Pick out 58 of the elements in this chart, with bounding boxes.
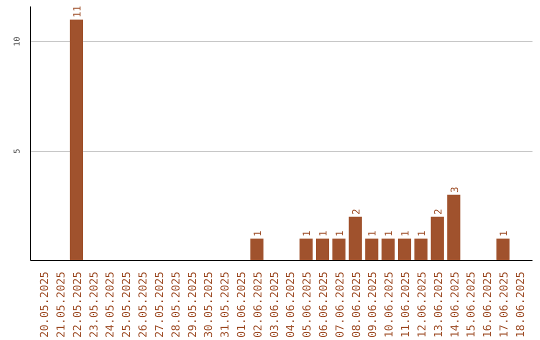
x-tick-label: 14.06.2025 [448,271,462,338]
x-tick-label: 29.05.2025 [186,271,199,338]
x-tick-label: 02.06.2025 [251,271,264,338]
x-tick-label: 03.06.2025 [268,271,281,338]
x-tick-label: 13.06.2025 [432,271,445,338]
x-tick-label: 21.05.2025 [54,271,68,338]
x-tick-label: 26.05.2025 [136,271,150,338]
bar [70,20,83,260]
x-tick-label: 10.06.2025 [382,271,396,338]
x-tick-label: 31.05.2025 [218,271,232,338]
x-tick-label: 16.06.2025 [481,271,494,338]
x-tick-label: 28.05.2025 [169,271,182,338]
bar [348,216,362,260]
x-tick-label: 20.05.2025 [38,271,52,338]
data-label: 2 [351,208,362,215]
bar [332,238,346,260]
bar [430,216,444,260]
bar [447,194,460,260]
x-tick-label: 25.05.2025 [120,271,134,338]
bar [300,238,313,260]
data-label: 3 [450,186,461,193]
bar [398,238,412,260]
data-label: 1 [368,230,379,237]
bar [316,238,330,260]
x-tick-label: 18.06.2025 [514,271,527,338]
data-label: 1 [498,230,510,237]
bar [250,238,264,260]
data-label: 1 [302,230,314,237]
x-tick-label: 17.06.2025 [497,271,510,338]
x-tick-label: 27.05.2025 [152,271,166,338]
x-tick-label: 04.06.2025 [284,271,298,338]
x-tick-label: 22.05.2025 [70,271,84,338]
x-tick-label: 07.06.2025 [333,271,346,338]
data-label: 1 [416,230,428,237]
x-tick-label: 23.05.2025 [87,271,100,338]
data-label: 1 [400,230,412,237]
x-tick-label: 08.06.2025 [350,271,363,338]
x-tick-label: 09.06.2025 [366,271,380,338]
x-tick-label: 11.06.2025 [399,271,412,338]
x-tick-label: 15.06.2025 [464,271,478,338]
x-tick-label: 30.05.2025 [202,271,216,338]
data-label: 2 [433,208,444,215]
data-label: 1 [252,230,264,237]
y-tick-label: 10 [12,36,22,46]
data-label: 1 [384,230,396,237]
x-tick-label: 01.06.2025 [234,271,248,338]
bar [365,238,378,260]
data-label: 11 [72,6,84,18]
y-tick-label: 5 [12,148,22,154]
x-tick-label: 24.05.2025 [104,271,117,338]
bar [414,238,428,260]
data-label: 1 [334,230,346,237]
data-label: 1 [318,230,330,237]
x-tick-label: 12.06.2025 [415,271,428,338]
x-tick-label: 06.06.2025 [317,271,330,338]
x-tick-label: 05.06.2025 [300,271,314,338]
bar [382,238,395,260]
bar [496,238,510,260]
